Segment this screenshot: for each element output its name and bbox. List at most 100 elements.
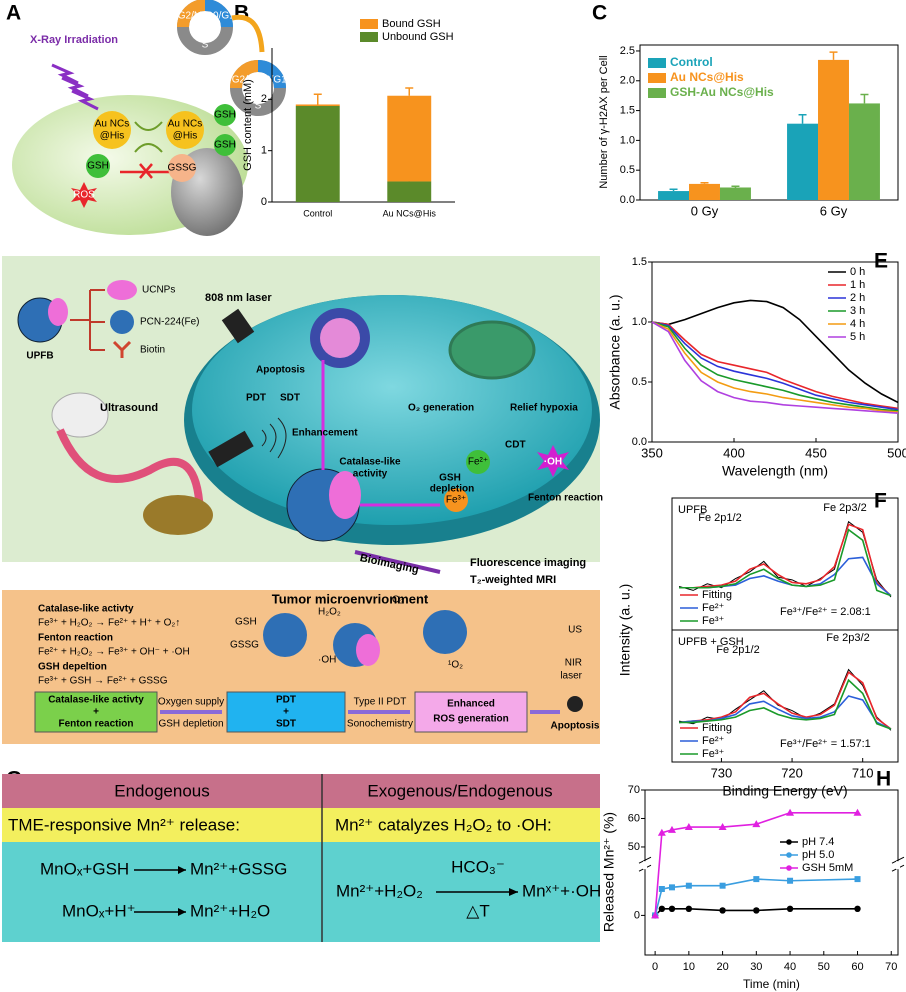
label: T₂-weighted MRI <box>470 574 556 586</box>
upfb <box>423 610 467 654</box>
bar <box>387 95 432 182</box>
legend-label: Control <box>670 55 713 69</box>
tumor-tissue <box>143 495 213 535</box>
marker <box>753 876 760 883</box>
marker <box>658 905 666 912</box>
x-tick-label: 20 <box>716 961 728 973</box>
laser <box>221 308 255 344</box>
gsh <box>214 104 236 126</box>
annotation: Fe³⁺/Fe²⁺ = 2.08:1 <box>780 606 871 618</box>
cycle-arc <box>230 60 259 89</box>
mouse <box>51 392 109 438</box>
flow-box <box>226 691 346 733</box>
y-axis-label: Released Mn²⁺ (%) <box>601 812 617 932</box>
marker <box>786 905 794 912</box>
cycle-arc <box>204 0 233 28</box>
label: SDT <box>276 719 296 730</box>
panel-a: X-Ray Irradiation G2/M G0/G1 S G2/M G0/G… <box>12 0 287 236</box>
marker <box>657 828 666 836</box>
series-line <box>679 678 892 730</box>
legend-label: Fitting <box>702 722 732 734</box>
label: UPFB <box>26 351 53 362</box>
marker <box>668 905 676 912</box>
legend-label: 2 h <box>850 292 865 304</box>
block <box>120 163 170 179</box>
table-cell: MnOₓ+H⁺ <box>62 901 136 920</box>
arrowhead <box>178 866 186 874</box>
y-tick-label: 1 <box>261 145 267 157</box>
table-header <box>2 774 600 808</box>
marker <box>685 905 693 912</box>
error-bar <box>731 185 740 188</box>
label: GSH <box>235 617 257 628</box>
x-tick-label: Control <box>303 208 332 218</box>
label: GSH <box>214 140 236 151</box>
panel-label: E <box>874 250 888 273</box>
bar <box>848 103 880 200</box>
y-tick-label: 50 <box>628 841 640 853</box>
fe2-circle <box>466 450 490 474</box>
annotation: Fe 2p3/2 <box>826 632 869 644</box>
panel-g-table: Endogenous Exogenous/Endogenous TME-resp… <box>2 774 601 942</box>
label: + <box>283 707 289 718</box>
cycle-arc <box>177 0 206 28</box>
x-axis-label: Binding Energy (eV) <box>722 783 847 799</box>
panel-tag: UPFB <box>678 504 707 516</box>
x-tick-label: 710 <box>852 765 874 780</box>
legend-label: Fe²⁺ <box>702 735 725 747</box>
label: S <box>255 101 262 112</box>
label: @His <box>173 131 198 142</box>
label: Apoptosis <box>256 365 305 376</box>
label: GSH <box>439 473 461 484</box>
annotation: Fe³⁺/Fe²⁺ = 1.57:1 <box>780 738 871 750</box>
table-cell: Mn²⁺+GSSG <box>190 859 287 878</box>
label: X-Ray Irradiation <box>30 34 118 46</box>
marker <box>752 820 761 828</box>
legend-label: Fitting <box>702 589 732 601</box>
label: Fe³⁺ + GSH → Fe²⁺ + GSSG <box>38 676 168 687</box>
pcn-icon <box>110 310 134 334</box>
legend-swatch <box>360 32 378 42</box>
ucnp-icon <box>107 280 137 300</box>
series-line <box>651 321 899 412</box>
y-tick-label: 2 <box>261 93 267 105</box>
table-cell: △T <box>466 901 489 920</box>
table-row <box>2 808 600 842</box>
skull <box>567 696 583 712</box>
table-cell: Mn²⁺ catalyzes H₂O₂ to ·OH: <box>335 815 552 834</box>
marker <box>719 907 726 914</box>
label: ROS generation <box>433 714 509 725</box>
legend-label: Fe³⁺ <box>702 748 725 760</box>
label: Catalase-like <box>339 457 401 468</box>
y-tick-label: 0 <box>634 909 640 921</box>
y-tick-label: 2.5 <box>620 45 635 57</box>
marker <box>667 825 676 833</box>
x-tick-label: Au NCs@His <box>383 208 437 218</box>
bar <box>719 187 751 200</box>
series-line <box>679 528 892 597</box>
label: Oxygen supply <box>158 697 224 708</box>
legend-label: GSH 5mM <box>802 862 853 874</box>
series-line <box>651 299 899 404</box>
marker <box>668 884 675 891</box>
label: PDT <box>246 393 266 404</box>
marker <box>718 823 727 831</box>
label: + <box>93 707 99 718</box>
annotation: Fe 2p1/2 <box>716 644 759 656</box>
label: Au NCs <box>168 119 202 130</box>
x-tick-label: 10 <box>683 961 695 973</box>
y-axis-label: Number of γ-H2AX per Cell <box>598 55 610 188</box>
ucnp-large <box>329 471 361 519</box>
label: S <box>202 40 209 51</box>
label: Ultrasound <box>100 402 158 414</box>
au-nc <box>166 111 204 149</box>
table-cell: Mn²⁺+H₂O₂ <box>336 881 423 900</box>
y-tick-label: 0 <box>261 196 267 208</box>
y-tick-label: 0.5 <box>632 376 647 388</box>
legend-label: 1 h <box>850 279 865 291</box>
legend-label: 3 h <box>850 305 865 317</box>
x-tick-label: 70 <box>885 961 897 973</box>
x-tick-label: 40 <box>784 961 796 973</box>
marker <box>787 877 794 884</box>
